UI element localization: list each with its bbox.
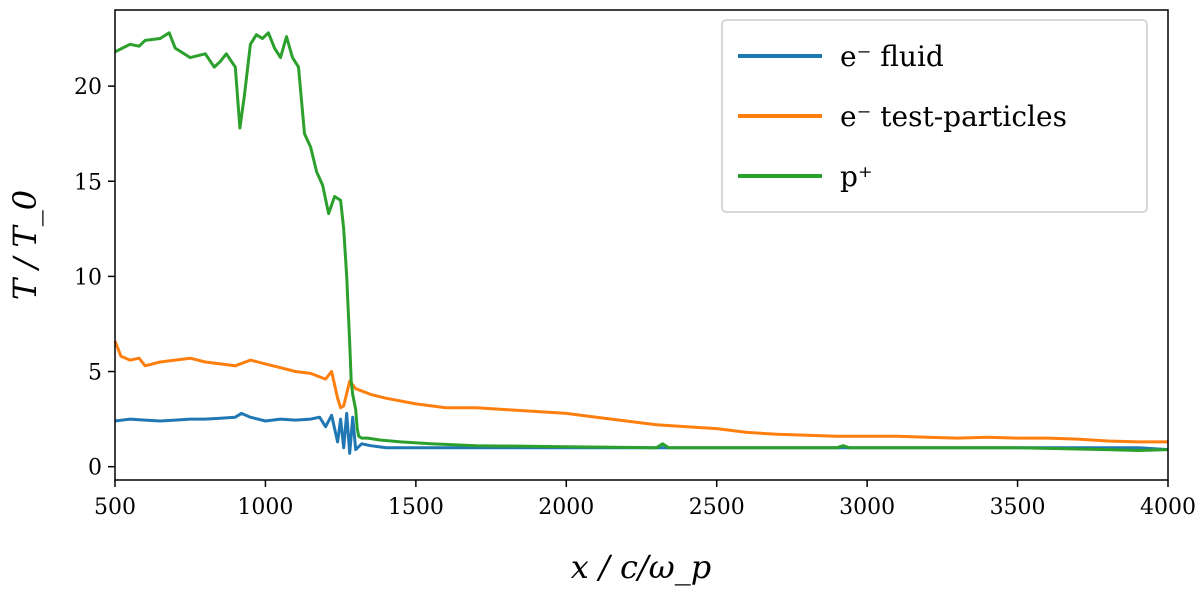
axis-ticks: 500 1000 1500 2000 2500 3000 3500 4000 0 5 10 15 20 bbox=[74, 75, 1196, 520]
legend-label-e-test-particles: e⁻ test-particles bbox=[840, 100, 1067, 133]
series-line-2 bbox=[114, 31, 1169, 452]
x-tick-label: 500 bbox=[94, 495, 136, 520]
x-tick-label: 3000 bbox=[839, 495, 895, 520]
y-tick-label: 15 bbox=[74, 170, 102, 195]
series-line-1 bbox=[113, 340, 1168, 444]
legend-label-p-plus: p⁺ bbox=[840, 160, 873, 193]
x-tick-label: 1000 bbox=[237, 495, 293, 520]
legend: e⁻ fluid e⁻ test-particles p⁺ bbox=[721, 19, 1148, 213]
x-tick-label: 2000 bbox=[538, 495, 594, 520]
x-tick-label: 4000 bbox=[1140, 495, 1196, 520]
series-lines bbox=[113, 31, 1169, 455]
y-tick-label: 0 bbox=[88, 456, 102, 481]
x-tick-label: 3500 bbox=[990, 495, 1046, 520]
x-tick-label: 2500 bbox=[689, 495, 745, 520]
y-tick-label: 20 bbox=[74, 75, 102, 100]
y-tick-label: 10 bbox=[74, 265, 102, 290]
legend-box bbox=[721, 19, 1148, 213]
x-tick-label: 1500 bbox=[388, 495, 444, 520]
y-axis-label: T / T_0 bbox=[6, 190, 44, 300]
x-axis-label: x / c/ω_p bbox=[571, 548, 711, 586]
legend-label-e-fluid: e⁻ fluid bbox=[840, 40, 944, 73]
plot-area-frame bbox=[114, 9, 1169, 481]
y-tick-label: 5 bbox=[88, 361, 102, 386]
